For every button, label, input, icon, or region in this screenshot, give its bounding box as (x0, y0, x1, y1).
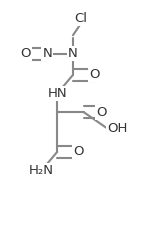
Text: H₂N: H₂N (29, 164, 54, 177)
Text: HN: HN (47, 87, 67, 100)
Text: O: O (96, 106, 107, 119)
Text: O: O (89, 68, 100, 81)
Text: N: N (68, 47, 78, 60)
Text: OH: OH (107, 122, 128, 135)
Text: N: N (42, 47, 52, 60)
Text: O: O (20, 47, 31, 60)
Text: O: O (73, 145, 84, 158)
Text: Cl: Cl (74, 12, 87, 25)
